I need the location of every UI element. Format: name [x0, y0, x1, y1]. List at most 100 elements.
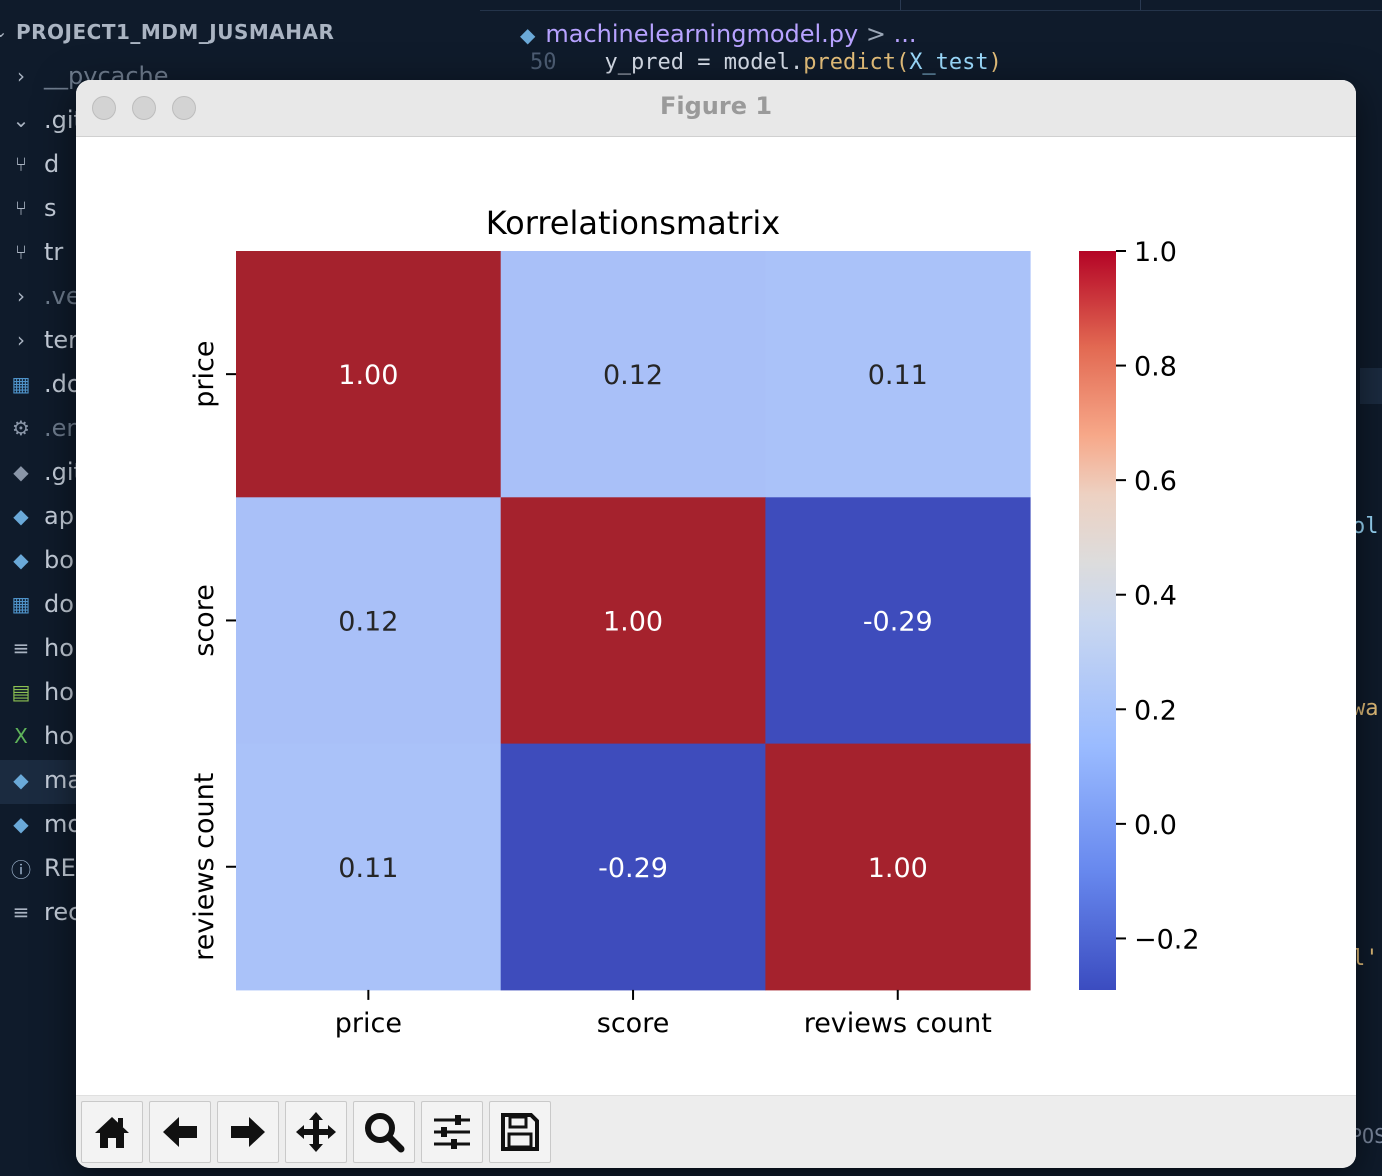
y-tick-label: price [189, 341, 220, 408]
explorer-item[interactable]: ≡ ho [0, 628, 480, 672]
x-tick-label: reviews count [804, 1008, 992, 1039]
explorer-item[interactable]: ▦ do [0, 584, 480, 628]
text-file-icon: ≡ [12, 900, 30, 924]
colorbar-tick-label: 0.6 [1134, 466, 1177, 497]
home-icon [95, 1117, 129, 1148]
code-open: ( [895, 50, 910, 75]
explorer-item-label: mo [44, 810, 83, 838]
editor-tab-bar [480, 0, 1382, 11]
navigation-toolbar [76, 1095, 1356, 1168]
explorer-item-label: bo [44, 546, 74, 574]
cell-annotation: 0.11 [868, 360, 928, 391]
csv-icon: ▤ [11, 680, 31, 704]
colorbar-tick-label: −0.2 [1134, 924, 1200, 955]
cell-annotation: 1.00 [338, 360, 398, 391]
code-arg: X_test [909, 50, 989, 75]
explorer-item-label: .do [44, 370, 82, 398]
python-icon: ◆ [520, 23, 536, 47]
code-obj: model. [723, 50, 804, 75]
heatmap-cell [500, 251, 766, 498]
breadcrumb-more[interactable]: ... [893, 20, 917, 48]
forward-button[interactable] [217, 1101, 279, 1163]
heatmap-cell [236, 497, 502, 745]
save-button[interactable] [489, 1101, 551, 1163]
explorer-item[interactable]: ◆ mo [0, 804, 480, 848]
explorer-item[interactable]: ⚙ .en [0, 408, 480, 452]
git-branch-icon: ⑂ [15, 152, 27, 176]
zoom-button[interactable] [353, 1101, 415, 1163]
heatmap-cell [236, 251, 502, 498]
explorer-item[interactable]: ◆ ap [0, 496, 480, 540]
colorbar-tick-label: 1.0 [1134, 237, 1177, 268]
git-branch-icon: ⑂ [15, 240, 27, 264]
excel-icon: X [14, 724, 28, 748]
docker-icon: ▦ [11, 372, 31, 396]
close-window-button[interactable] [92, 96, 116, 120]
configure-subplots-icon [434, 1115, 470, 1149]
explorer-item-label: ma [44, 766, 83, 794]
python-icon: ◆ [13, 768, 29, 792]
chevron-down-icon: ⌄ [12, 108, 30, 132]
cell-annotation: 1.00 [603, 606, 663, 637]
explorer-item[interactable]: ⑂ d [0, 144, 480, 188]
home-button[interactable] [81, 1101, 143, 1163]
heatmap-cell [500, 743, 766, 991]
y-tick-label: score [189, 584, 220, 657]
explorer-item-label: ho [44, 678, 74, 706]
python-icon: ◆ [13, 504, 29, 528]
zoom-window-button[interactable] [172, 96, 196, 120]
configure-subplots-button[interactable] [421, 1101, 483, 1163]
git-icon: ◆ [13, 460, 29, 484]
explorer-item[interactable]: ▤ ho [0, 672, 480, 716]
explorer-item-label: .ve [44, 282, 81, 310]
forward-arrow-icon [231, 1117, 265, 1147]
explorer-item[interactable]: ⑂ tr [0, 232, 480, 276]
line-number: 50 [530, 50, 557, 75]
code-eq: = [697, 50, 711, 75]
heatmap-cell [765, 497, 1031, 745]
breadcrumb-file[interactable]: machinelearningmodel.py [545, 20, 859, 48]
cell-annotation: 0.12 [338, 606, 398, 637]
explorer-item-label: RE [44, 854, 76, 882]
y-tick-label: reviews count [189, 773, 220, 961]
back-button[interactable] [149, 1101, 211, 1163]
explorer-item[interactable]: ⑂ s [0, 188, 480, 232]
explorer-item[interactable]: ⓘ RE [0, 848, 480, 892]
git-branch-icon: ⑂ [15, 196, 27, 220]
explorer-item-label: s [44, 194, 57, 222]
project-title[interactable]: PROJECT1_MDM_JUSMAHAR [16, 20, 335, 44]
window-titlebar[interactable]: Figure 1 [76, 80, 1356, 137]
figure-window: Figure 1 Korrelationsmatrix 1.00 0.12 0.11… [76, 80, 1356, 1168]
colorbar-tick-label: 0.4 [1134, 581, 1177, 612]
breadcrumb[interactable]: ◆ machinelearningmodel.py > ... [520, 20, 917, 48]
pan-button[interactable] [285, 1101, 347, 1163]
code-line[interactable]: 50 y_pred = model.predict(X_test) [530, 50, 1002, 75]
plot-canvas[interactable]: Korrelationsmatrix 1.00 0.12 0.11 0.12 1.00 -… [76, 137, 1356, 1095]
gear-icon: ⚙ [12, 416, 30, 440]
chevron-right-icon: › [17, 328, 25, 352]
colorbar-tick-label: 0.2 [1134, 695, 1177, 726]
zoom-icon [365, 1113, 405, 1153]
explorer-item[interactable]: › ter [0, 320, 480, 364]
explorer-item-label: .en [44, 414, 82, 442]
colorbar [1079, 251, 1116, 990]
window-title: Figure 1 [659, 92, 773, 120]
heatmap-cell [500, 497, 766, 745]
explorer-item[interactable]: ≡ rec [0, 892, 480, 936]
explorer-item[interactable]: › .ve [0, 276, 480, 320]
explorer-item-label: ter [44, 326, 79, 354]
chevron-right-icon: › [17, 64, 25, 88]
explorer-item[interactable]: ▦ .do [0, 364, 480, 408]
minimize-window-button[interactable] [132, 96, 156, 120]
x-tick-label: score [597, 1008, 670, 1039]
chevron-down-icon[interactable]: ⌄ [0, 22, 8, 41]
explorer-item-label: ap [44, 502, 74, 530]
explorer-item-label: d [44, 150, 60, 178]
chevron-right-icon: › [17, 284, 25, 308]
code-fragment: ol [1352, 514, 1379, 539]
explorer-item[interactable]: ◆ bo [0, 540, 480, 584]
colorbar-tick-label: 0.0 [1134, 810, 1177, 841]
info-icon: ⓘ [11, 857, 31, 882]
code-var: y_pred [604, 50, 684, 75]
